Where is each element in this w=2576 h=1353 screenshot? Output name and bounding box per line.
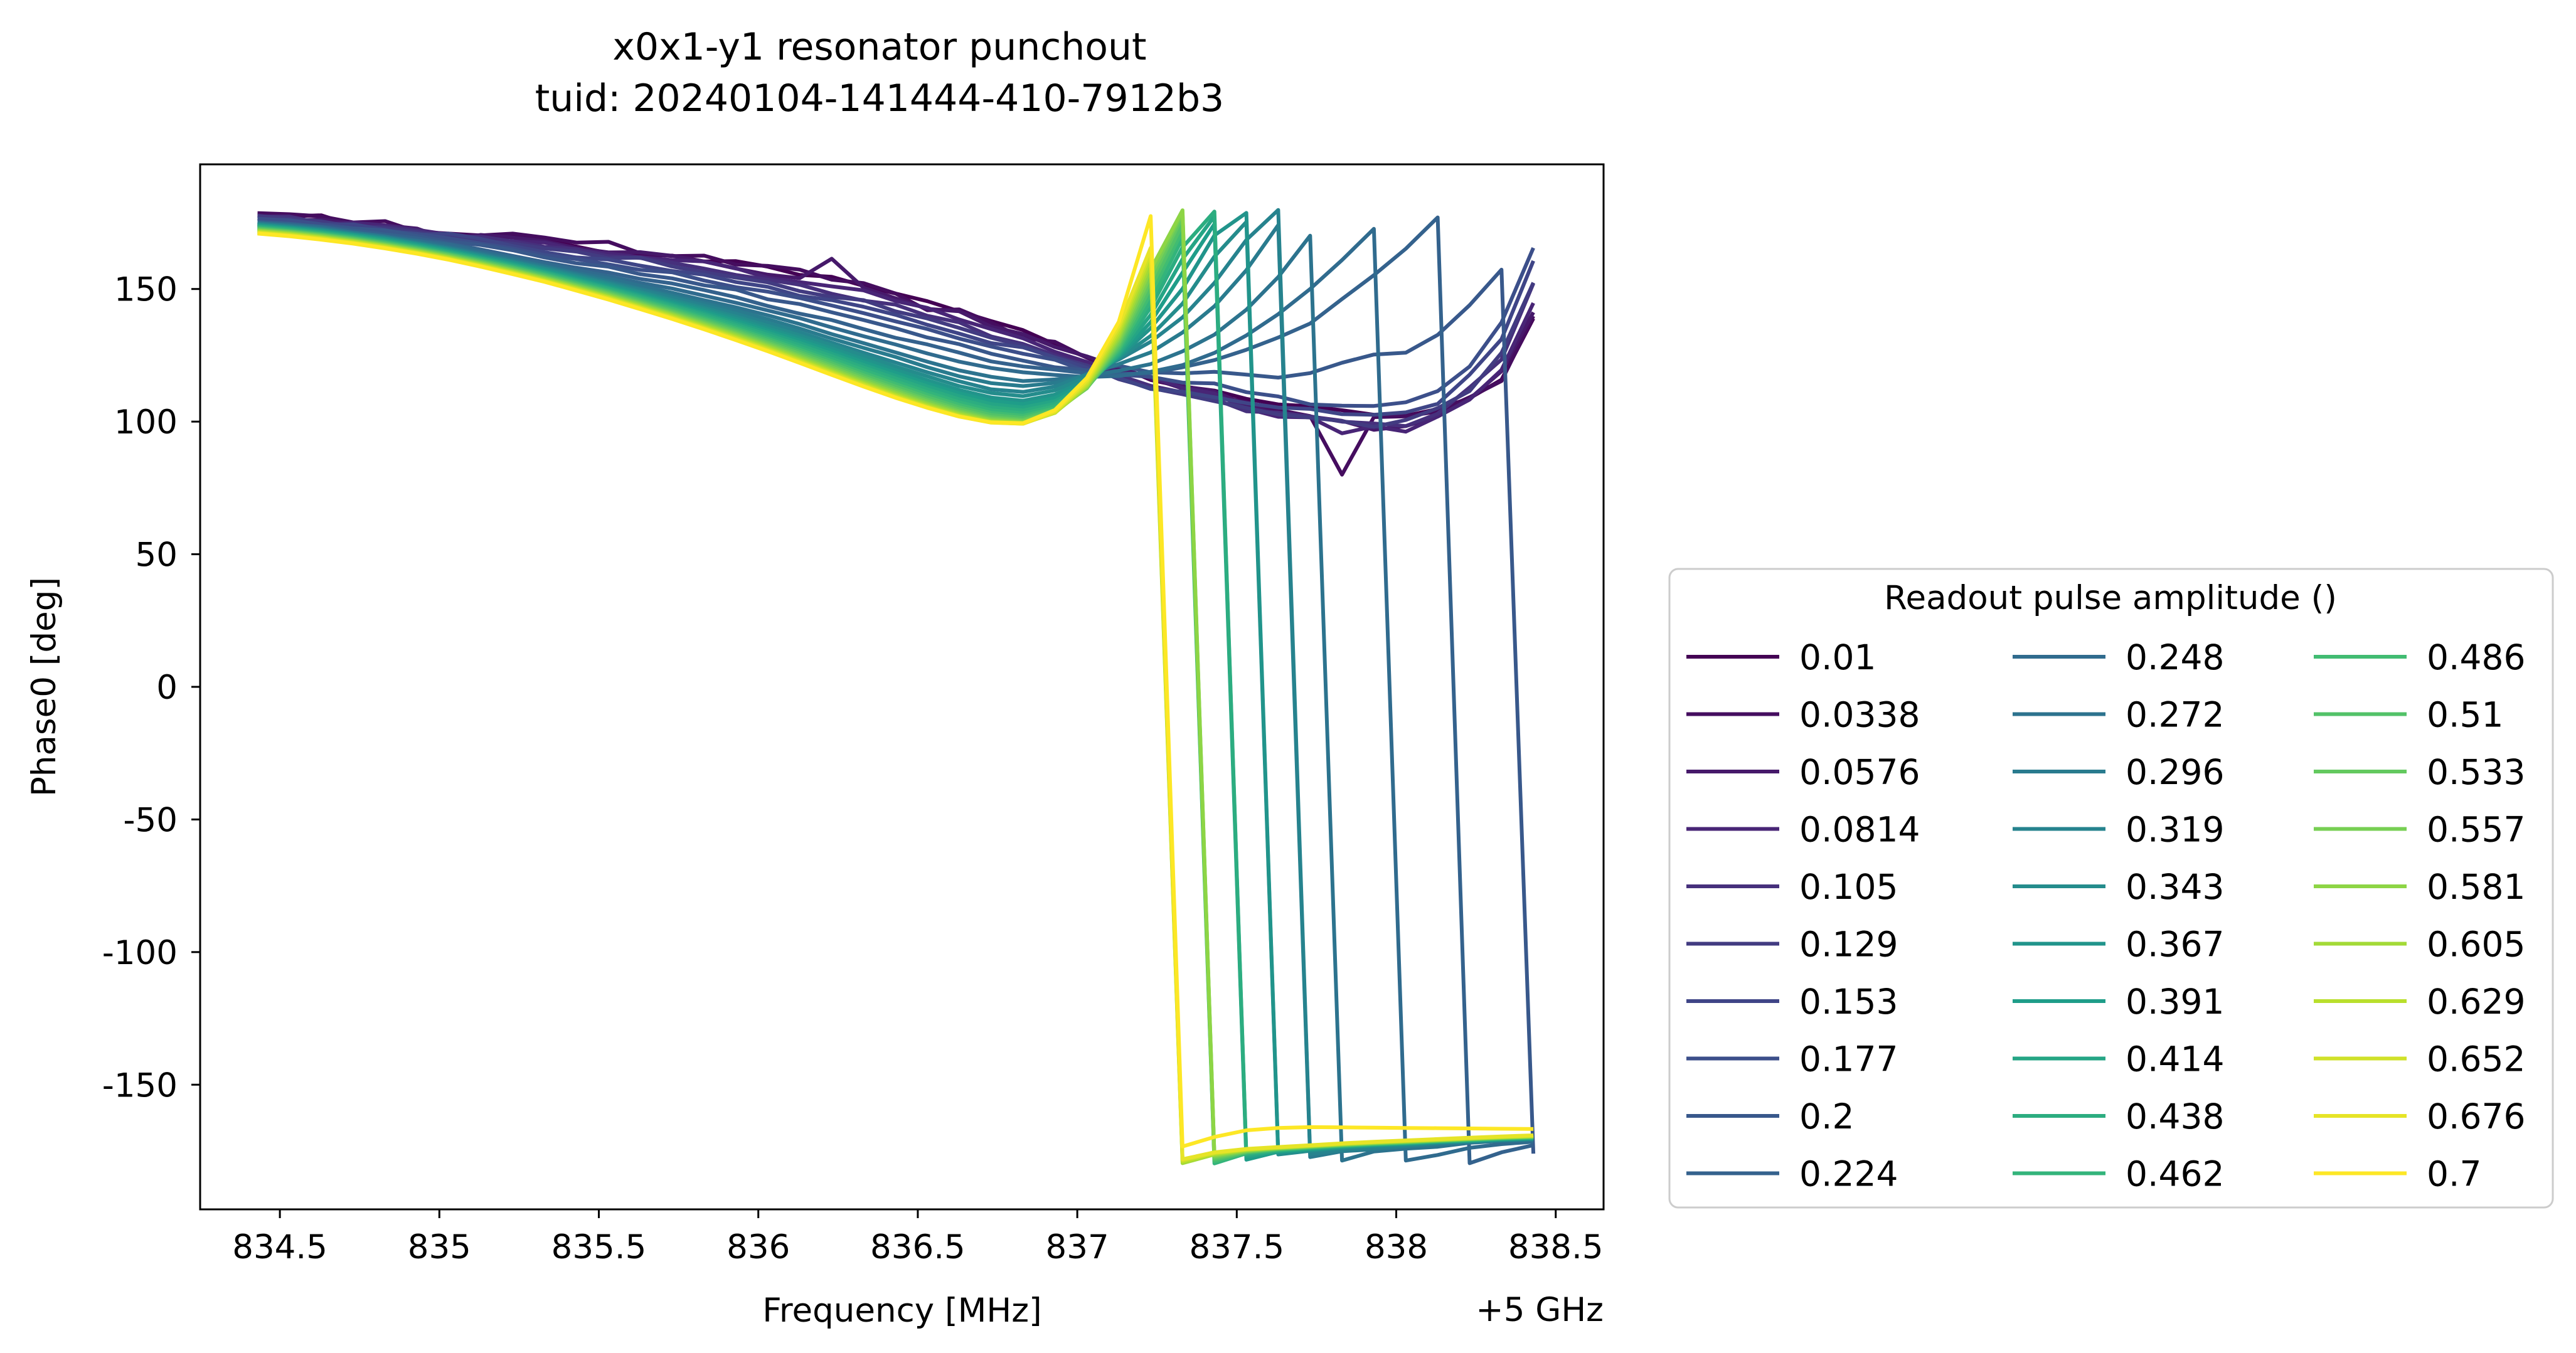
legend-title: Readout pulse amplitude (): [1884, 579, 2337, 617]
x-axis-label: Frequency [MHz]: [762, 1292, 1041, 1330]
x-tick-label: 834.5: [232, 1228, 327, 1266]
legend-entries: 0.01 0.0338 0.0576 0.0814 0.105 0.129 0.153 0.1…: [1686, 637, 2525, 1194]
chart-subtitle: tuid: 20240104-141444-410-7912b3: [535, 77, 1224, 120]
series-line-0.248: [257, 221, 1534, 1163]
series-line-0.177: [257, 216, 1535, 408]
y-tick-label: -150: [102, 1066, 178, 1105]
x-tick-label: 835.5: [551, 1228, 647, 1266]
legend-label: 0.51: [2427, 695, 2503, 735]
y-axis-label: Phase0 [deg]: [25, 577, 63, 797]
legend-label: 0.652: [2427, 1039, 2525, 1080]
legend-label: 0.414: [2126, 1039, 2224, 1080]
x-tick-label: 837: [1046, 1228, 1109, 1266]
x-tick-label: 836.5: [870, 1228, 966, 1266]
legend-label: 0.343: [2126, 867, 2224, 907]
y-tick-label: -100: [102, 934, 178, 972]
legend-label: 0.0814: [1799, 810, 1920, 850]
y-tick-label: 100: [114, 403, 178, 442]
legend-label: 0.486: [2427, 637, 2525, 677]
x-axis-offset-label: +5 GHz: [1476, 1291, 1604, 1329]
legend-label: 0.105: [1799, 867, 1898, 907]
legend-label: 0.676: [2427, 1096, 2525, 1137]
legend-label: 0.367: [2126, 925, 2224, 965]
x-tick-label: 838.5: [1508, 1228, 1604, 1266]
y-axis: 150 100 50 0 -50 -100 -150: [102, 271, 200, 1105]
legend-label: 0.438: [2126, 1096, 2224, 1137]
y-tick-label: 50: [136, 536, 178, 575]
legend: Readout pulse amplitude () 0.010.03380.0…: [1668, 568, 2554, 1209]
legend-label: 0.629: [2427, 982, 2525, 1022]
legend-frame: [1668, 568, 2554, 1209]
legend-label: 0.557: [2427, 810, 2525, 850]
x-tick-label: 837.5: [1189, 1228, 1284, 1266]
legend-label: 0.272: [2126, 695, 2224, 735]
legend-label: 0.462: [2126, 1154, 2224, 1194]
series-line-0.153: [257, 218, 1535, 417]
series-line-0.7: [257, 214, 1534, 1149]
y-tick-label: 0: [156, 669, 178, 707]
legend-label: 0.605: [2427, 925, 2525, 965]
legend-label: 0.177: [1799, 1039, 1898, 1080]
legend-label: 0.2: [1799, 1096, 1854, 1137]
series-line-0.2: [257, 220, 1536, 1154]
legend-label: 0.7: [2427, 1154, 2481, 1194]
legend-label: 0.0338: [1799, 695, 1920, 735]
y-tick-label: 150: [114, 271, 178, 309]
legend-label: 0.296: [2126, 752, 2224, 792]
x-tick-label: 836: [726, 1228, 790, 1266]
x-axis: 834.5 835 835.5 836 836.5 837 837.5 838 838.5: [232, 1209, 1604, 1266]
chart-title: x0x1-y1 resonator punchout: [612, 25, 1146, 69]
legend-label: 0.533: [2427, 752, 2525, 792]
series-line-0.129: [257, 214, 1535, 429]
legend-label: 0.248: [2126, 637, 2224, 677]
y-tick-label: -50: [123, 801, 178, 839]
legend-label: 0.129: [1799, 925, 1898, 965]
legend-label: 0.224: [1799, 1154, 1898, 1194]
x-tick-label: 838: [1365, 1228, 1428, 1266]
legend-label: 0.391: [2126, 982, 2224, 1022]
legend-label: 0.581: [2427, 867, 2525, 907]
legend-label: 0.153: [1799, 982, 1898, 1022]
legend-label: 0.0576: [1799, 752, 1920, 792]
legend-label: 0.319: [2126, 810, 2224, 850]
legend-label: 0.01: [1799, 637, 1876, 677]
x-tick-label: 835: [408, 1228, 471, 1266]
plot-lines: [257, 208, 1536, 1165]
